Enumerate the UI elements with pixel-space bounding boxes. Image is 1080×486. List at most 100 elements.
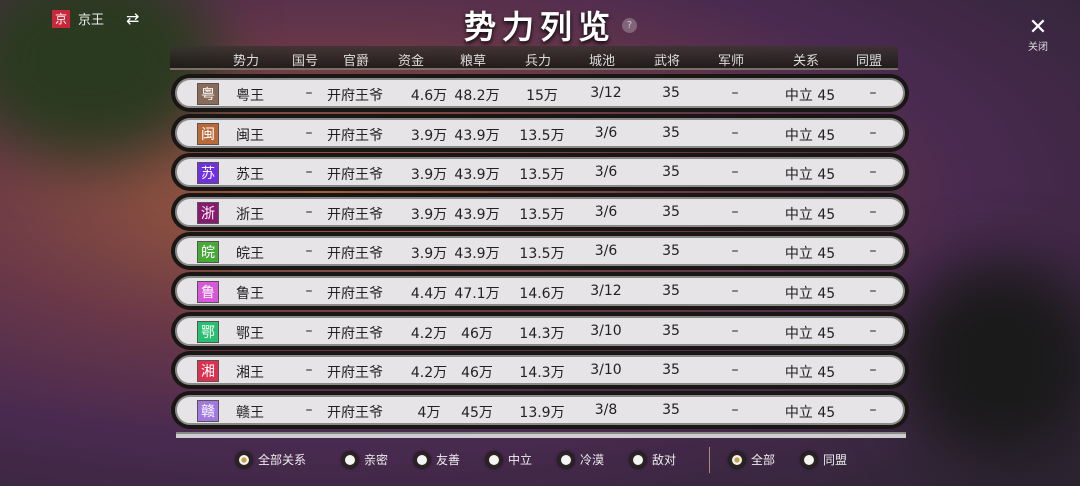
cell-rank: 开府王爷 xyxy=(327,325,383,342)
cell-alliance: – xyxy=(869,85,877,101)
radio-友善[interactable]: 友善 xyxy=(414,451,460,468)
column-header: 资金 xyxy=(397,54,425,69)
cell-name: 闽王 xyxy=(236,127,264,144)
cell-name: 苏王 xyxy=(236,167,264,184)
cell-troops: 13.5万 xyxy=(519,127,565,144)
cell-advisor: – xyxy=(731,283,739,299)
radio-icon xyxy=(801,451,817,468)
cell-cities: 3/10 xyxy=(590,362,622,379)
help-icon[interactable]: ? xyxy=(622,18,637,33)
table-header: 势力 国号 官爵 资金 粮草 兵力 城池 武将 军师 关系 同盟 xyxy=(170,46,898,70)
column-header: 同盟 xyxy=(855,54,883,69)
faction-badge: 皖 xyxy=(197,241,219,264)
radio-亲密[interactable]: 亲密 xyxy=(342,451,388,468)
table-row-partial[interactable] xyxy=(176,432,906,438)
cell-food: 46万 xyxy=(461,365,493,382)
radio-icon xyxy=(342,451,358,468)
table-row[interactable]: 鲁鲁王 – 开府王爷 4.4万 47.1万 14.6万 3/12 35– 中立 45– xyxy=(175,276,905,306)
radio-label: 冷漠 xyxy=(580,453,605,467)
cell-food: 45万 xyxy=(461,404,493,421)
cell-troops: 13.5万 xyxy=(519,206,565,223)
cell-generals: 35 xyxy=(662,85,680,101)
table-row[interactable]: 苏苏王 – 开府王爷 3.9万 43.9万 13.5万 3/6 35– 中立 45– xyxy=(175,157,905,188)
cell-name: 浙王 xyxy=(236,206,264,223)
faction-badge: 苏 xyxy=(197,162,219,185)
background-shadow xyxy=(900,260,1080,460)
cell-cities: 3/10 xyxy=(590,322,622,339)
radio-icon xyxy=(729,451,745,468)
cell-gold: 3.9万 xyxy=(410,167,448,184)
cell-troops: 15万 xyxy=(526,88,558,104)
cell-guohao: – xyxy=(305,203,313,220)
faction-badge: 京 xyxy=(52,9,70,28)
cell-rank: 开府王爷 xyxy=(327,365,383,382)
radio-冷漠[interactable]: 冷漠 xyxy=(558,451,604,468)
faction-badge: 粤 xyxy=(197,83,219,105)
column-header: 官爵 xyxy=(342,54,370,69)
filter-bar: 全部关系 亲密 友善 中立 冷漠 敌对 全部 同盟 xyxy=(0,447,1080,473)
faction-badge: 鲁 xyxy=(197,281,219,303)
column-header: 粮草 xyxy=(459,54,487,69)
table-row[interactable]: 闽闽王 – 开府王爷 3.9万 43.9万 13.5万 3/6 35– 中立 45– xyxy=(175,117,905,148)
cell-relation: 中立 45 xyxy=(784,88,836,104)
table-row[interactable]: 赣赣王 – 开府王爷 4万 45万 13.9万 3/8 35– 中立 45– xyxy=(175,394,905,425)
cell-guohao: – xyxy=(305,283,313,299)
column-header: 武将 xyxy=(653,54,681,69)
table-row[interactable]: 浙浙王 – 开府王爷 3.9万 43.9万 13.5万 3/6 35– 中立 45– xyxy=(175,196,905,227)
cell-generals: 35 xyxy=(662,203,680,220)
swap-icon[interactable]: ⇄ xyxy=(126,9,140,28)
radio-敌对[interactable]: 敌对 xyxy=(630,451,676,468)
cell-cities: 3/6 xyxy=(594,124,618,141)
cell-rank: 开府王爷 xyxy=(327,404,383,421)
radio-同盟[interactable]: 同盟 xyxy=(801,451,847,468)
cell-troops: 13.5万 xyxy=(519,167,565,184)
cell-relation: 中立 45 xyxy=(784,246,836,263)
page-title: 势力列览 xyxy=(463,8,616,46)
cell-cities: 3/12 xyxy=(590,283,622,299)
cell-food: 43.9万 xyxy=(454,127,500,144)
cell-generals: 35 xyxy=(662,124,680,141)
cell-advisor: – xyxy=(731,362,739,379)
cell-guohao: – xyxy=(305,362,313,379)
radio-全部[interactable]: 全部 xyxy=(729,451,775,468)
table-row[interactable]: 湘湘王 – 开府王爷 4.2万 46万 14.3万 3/10 35– 中立 45– xyxy=(175,355,905,386)
cell-rank: 开府王爷 xyxy=(327,88,383,104)
cell-food: 47.1万 xyxy=(454,286,500,302)
radio-全部关系[interactable]: 全部关系 xyxy=(236,451,306,468)
table-row[interactable]: 粤粤王 – 开府王爷 4.6万 48.2万 15万 3/12 35– 中立 45– xyxy=(175,78,905,108)
cell-advisor: – xyxy=(731,322,739,339)
table-row[interactable]: 鄂鄂王 – 开府王爷 4.2万 46万 14.3万 3/10 35– 中立 45– xyxy=(175,315,905,346)
cell-guohao: – xyxy=(305,401,313,418)
close-label: 关闭 xyxy=(1028,42,1048,53)
faction-badge: 湘 xyxy=(197,360,219,383)
cell-guohao: – xyxy=(305,322,313,339)
cell-relation: 中立 45 xyxy=(784,404,836,421)
cell-gold: 4.4万 xyxy=(410,286,448,302)
cell-food: 48.2万 xyxy=(454,88,500,104)
faction-badge: 鄂 xyxy=(197,320,219,343)
close-button[interactable]: ✕ 关闭 xyxy=(1018,17,1058,54)
radio-icon xyxy=(486,451,502,468)
table-row[interactable]: 皖皖王 – 开府王爷 3.9万 43.9万 13.5万 3/6 35– 中立 45– xyxy=(175,236,905,267)
cell-generals: 35 xyxy=(662,401,680,418)
cell-generals: 35 xyxy=(662,322,680,339)
cell-alliance: – xyxy=(869,401,877,418)
cell-relation: 中立 45 xyxy=(784,167,836,184)
cell-rank: 开府王爷 xyxy=(327,206,383,223)
cell-generals: 35 xyxy=(662,283,680,299)
radio-中立[interactable]: 中立 xyxy=(486,451,532,468)
cell-name: 皖王 xyxy=(236,246,264,263)
cell-cities: 3/8 xyxy=(594,401,618,418)
cell-name: 粤王 xyxy=(236,88,264,104)
cell-relation: 中立 45 xyxy=(784,206,836,223)
radio-icon xyxy=(630,451,646,468)
cell-relation: 中立 45 xyxy=(784,325,836,342)
cell-gold: 3.9万 xyxy=(410,206,448,223)
cell-rank: 开府王爷 xyxy=(327,286,383,302)
cell-alliance: – xyxy=(869,283,877,299)
cell-troops: 14.6万 xyxy=(519,286,565,302)
cell-cities: 3/6 xyxy=(594,243,618,260)
radio-icon xyxy=(414,451,430,468)
radio-label: 敌对 xyxy=(652,453,677,467)
cell-generals: 35 xyxy=(662,243,680,260)
